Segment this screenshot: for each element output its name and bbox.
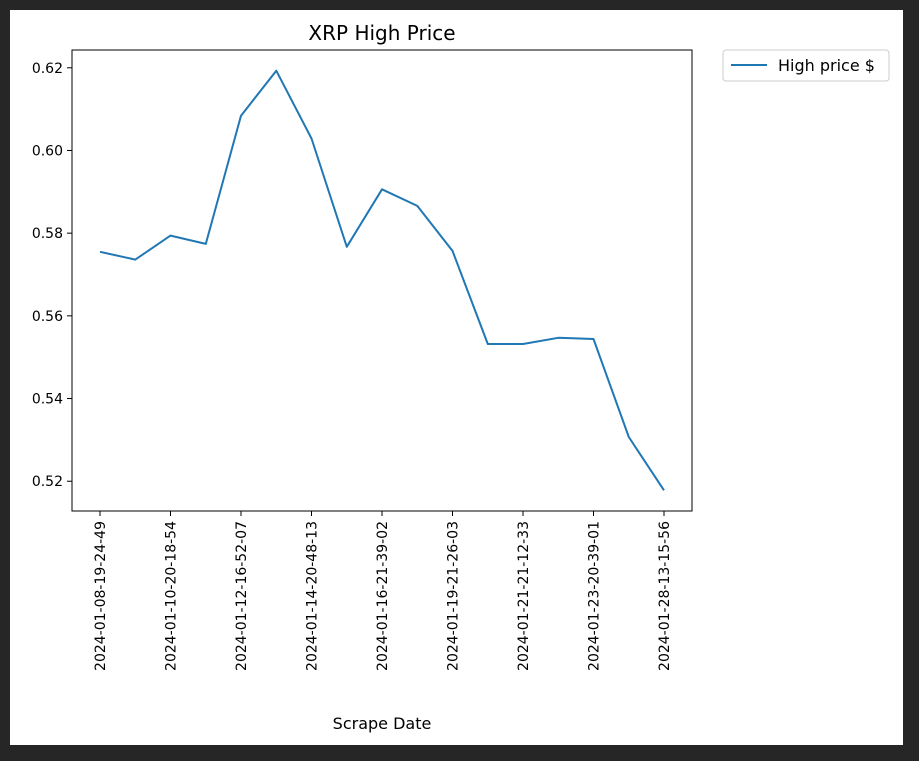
line-chart: XRP High Price 0.520.540.560.580.600.62 … (32, 21, 890, 733)
x-tick-label: 2024-01-19-21-26-03 (446, 521, 462, 671)
legend: High price $ (722, 49, 890, 82)
chart-figure: XRP High Price 0.52 0.54 0.56 0.58 0.60 0.62 … (10, 10, 903, 745)
y-tick-label: 0.62 (32, 61, 63, 77)
series-line-high-price (99, 69, 665, 491)
chart-title: XRP High Price (308, 21, 455, 45)
x-axis: 2024-01-08-19-24-49 2024-01-10-20-18-54 20… (93, 511, 673, 671)
legend-box (722, 49, 890, 82)
x-tick-label: 2024-01-21-21-12-33 (516, 521, 532, 671)
x-tick-label: 2024-01-12-16-52-07 (234, 521, 250, 671)
y-tick-label: 0.58 (32, 226, 63, 242)
x-tick-label: 2024-01-10-20-18-54 (164, 521, 180, 671)
y-tick-label: 0.56 (32, 309, 63, 325)
plot-area (71, 49, 693, 512)
series-layer (99, 69, 665, 491)
y-axis: 0.52 0.54 0.56 0.58 0.60 0.62 (32, 61, 72, 490)
x-tick-label: 2024-01-14-20-48-13 (305, 521, 321, 671)
x-tick-label: 2024-01-16-21-39-02 (375, 521, 391, 671)
x-tick-label: 2024-01-08-19-24-49 (93, 521, 109, 671)
legend-label-high-price: High price $ (778, 56, 875, 75)
y-tick-label: 0.52 (32, 474, 63, 490)
x-axis-label: Scrape Date (333, 714, 432, 733)
x-tick-label: 2024-01-23-20-39-01 (587, 521, 603, 671)
x-tick-label: 2024-01-28-13-15-56 (657, 521, 673, 671)
y-tick-label: 0.54 (32, 392, 63, 408)
y-tick-label: 0.60 (32, 143, 63, 159)
